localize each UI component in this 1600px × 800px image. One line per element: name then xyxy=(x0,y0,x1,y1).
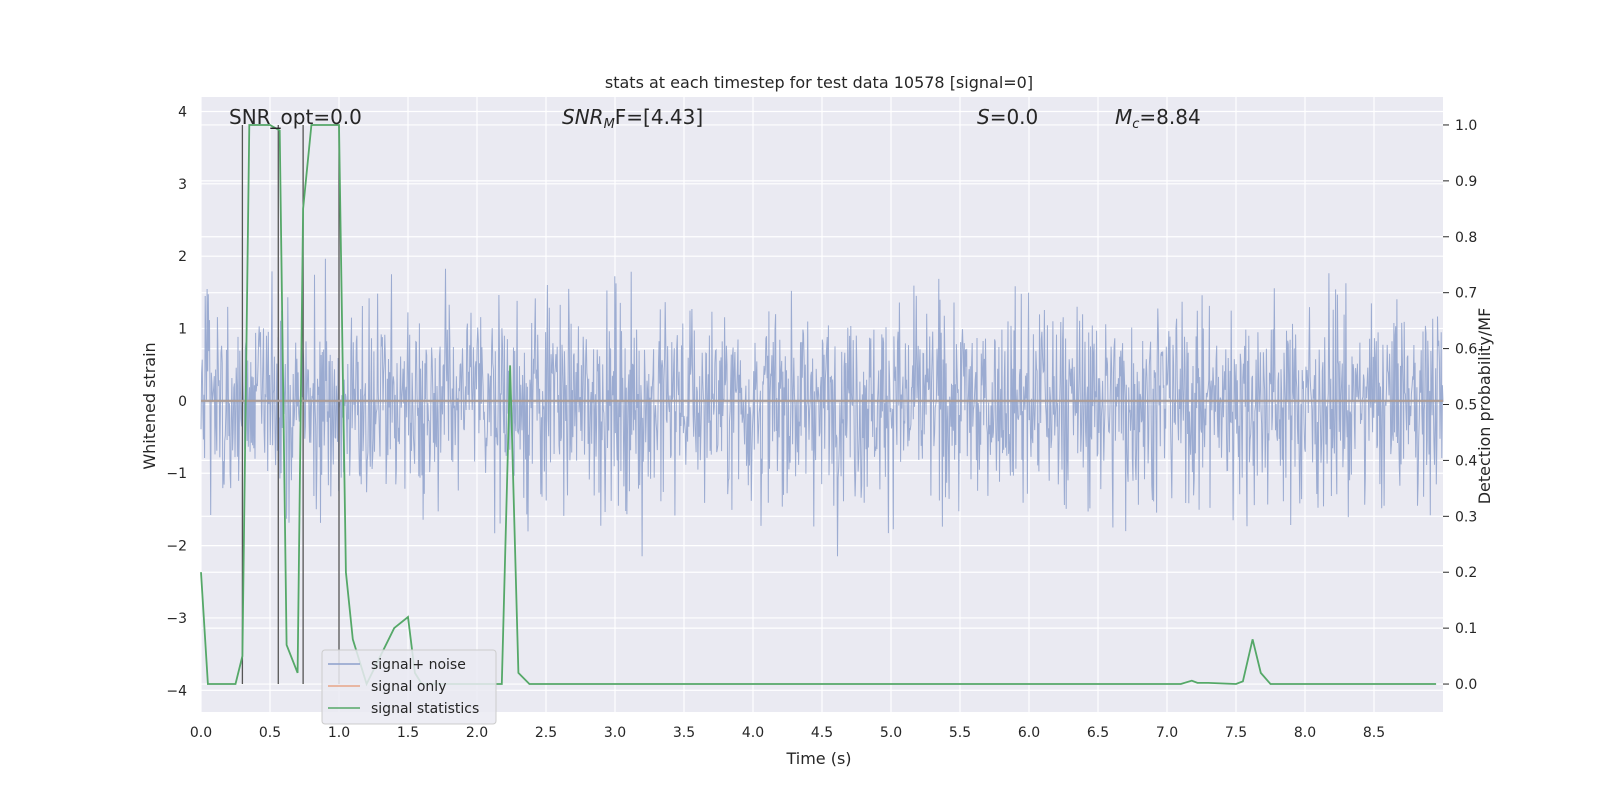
x-tick-label: 6.0 xyxy=(1018,725,1040,741)
y2-tick-label: 0.1 xyxy=(1455,621,1477,637)
y-tick-label: 4 xyxy=(178,104,187,120)
x-tick-label: 0.5 xyxy=(259,725,281,741)
x-tick-label: 0.0 xyxy=(190,725,212,741)
y2-tick-label: 0.0 xyxy=(1455,677,1477,693)
y-tick-label: 3 xyxy=(178,177,187,193)
x-tick-label: 3.0 xyxy=(604,725,626,741)
x-axis-label: Time (s) xyxy=(785,749,851,768)
x-tick-label: 2.0 xyxy=(466,725,488,741)
x-tick-label: 7.5 xyxy=(1225,725,1247,741)
right-axis-ticks: 1.0 0.9 0.8 0.7 0.6 0.5 0.4 0.3 0.2 0.1 0.0 xyxy=(1443,118,1477,693)
x-tick-label: 7.0 xyxy=(1156,725,1178,741)
legend-box xyxy=(321,649,497,725)
y2-tick-label: 0.4 xyxy=(1455,453,1477,469)
x-tick-label: 8.5 xyxy=(1363,725,1385,741)
y2-tick-label: 1.0 xyxy=(1455,118,1477,134)
y2-axis-label: Detection probability/MF xyxy=(1475,308,1494,505)
x-tick-label: 2.5 xyxy=(535,725,557,741)
x-tick-label: 4.0 xyxy=(742,725,764,741)
x-axis-ticks: 0.0 0.5 1.0 1.5 2.0 2.5 3.0 3.5 4.0 4.5 5.0 5.5 6.0 6… xyxy=(190,725,1385,741)
signal-noise-series xyxy=(200,258,1444,557)
y-tick-label: −1 xyxy=(166,466,187,482)
legend-label-signal-only: signal only xyxy=(371,679,446,695)
left-axis-ticks: 4 3 2 1 0 −1 −2 −3 −4 xyxy=(166,104,187,699)
signal-statistics-line xyxy=(200,124,1437,687)
y-tick-label: −4 xyxy=(166,683,187,699)
x-tick-label: 1.0 xyxy=(328,725,350,741)
y2-tick-label: 0.7 xyxy=(1455,286,1477,302)
legend: signal+ noise signal only signal statist… xyxy=(321,649,497,725)
signal-statistics-series xyxy=(200,124,1437,687)
y2-tick-label: 0.2 xyxy=(1455,565,1477,581)
y2-tick-label: 0.6 xyxy=(1455,342,1477,358)
x-tick-label: 4.5 xyxy=(811,725,833,741)
y-tick-label: 0 xyxy=(178,394,187,410)
annotation-snr-opt: SNR_opt=0.0 xyxy=(229,105,362,129)
x-tick-label: 5.5 xyxy=(949,725,971,741)
y-tick-label: 2 xyxy=(178,249,187,265)
chart-title: stats at each timestep for test data 105… xyxy=(605,73,1033,92)
y-tick-label: 1 xyxy=(178,322,187,338)
y2-tick-label: 0.3 xyxy=(1455,509,1477,525)
y-tick-label: −2 xyxy=(166,539,187,555)
y2-tick-label: 0.8 xyxy=(1455,230,1477,246)
y-axis-label: Whitened strain xyxy=(140,342,159,469)
x-tick-label: 1.5 xyxy=(397,725,419,741)
y-tick-label: −3 xyxy=(166,611,187,627)
x-tick-label: 6.5 xyxy=(1087,725,1109,741)
x-tick-label: 3.5 xyxy=(673,725,695,741)
legend-label-signal-noise: signal+ noise xyxy=(371,657,466,673)
x-tick-label: 5.0 xyxy=(880,725,902,741)
annotation-snr-mf: SNRMF=[4.43] xyxy=(562,105,703,132)
annotation-s: S=0.0 xyxy=(977,105,1038,129)
annotation-mc: Mc=8.84 xyxy=(1115,105,1201,132)
y2-tick-label: 0.9 xyxy=(1455,174,1477,190)
y2-tick-label: 0.5 xyxy=(1455,398,1477,414)
signal-noise-line xyxy=(200,258,1444,557)
legend-label-signal-statistics: signal statistics xyxy=(371,701,479,717)
x-tick-label: 8.0 xyxy=(1294,725,1316,741)
